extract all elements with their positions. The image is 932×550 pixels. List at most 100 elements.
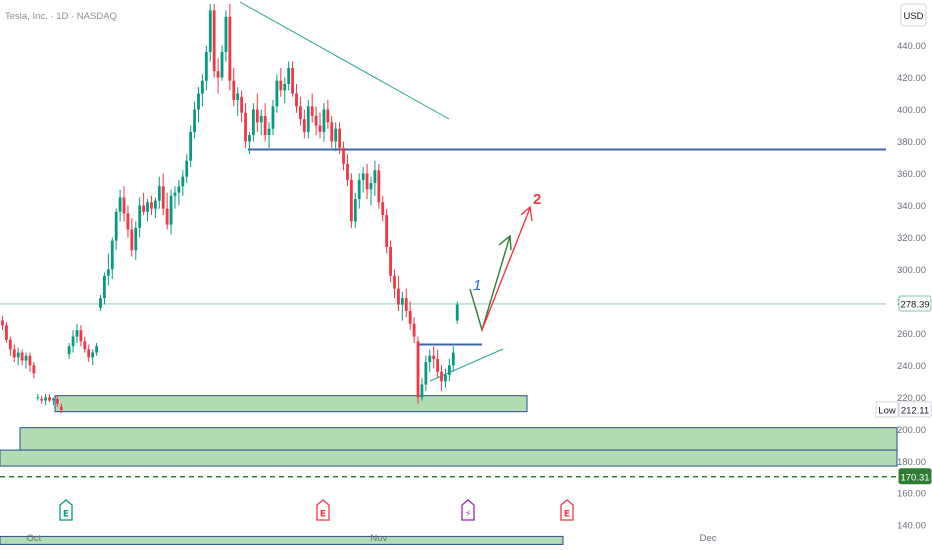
- candle: [142, 192, 146, 216]
- event-badge-text: E: [564, 510, 570, 520]
- candle-body: [12, 349, 16, 358]
- candle-body: [295, 93, 298, 107]
- candle-body: [67, 346, 71, 355]
- candle: [385, 208, 389, 254]
- candle: [404, 288, 408, 318]
- candle-body: [197, 93, 200, 110]
- candle-body: [216, 71, 220, 78]
- candle-body: [322, 109, 326, 132]
- green-arrowhead: [498, 234, 512, 251]
- candle: [236, 87, 240, 116]
- candle-body: [103, 275, 106, 299]
- y-tick-label: 200.00: [897, 425, 926, 436]
- candle: [48, 394, 51, 403]
- candle-body: [393, 275, 396, 289]
- candle-body: [75, 330, 79, 337]
- currency-button[interactable]: USD: [900, 3, 927, 27]
- candle: [361, 167, 365, 193]
- candle-body: [110, 240, 114, 270]
- candle-body: [79, 330, 83, 342]
- candle: [83, 336, 87, 353]
- candle-body: [251, 109, 255, 136]
- candle-body: [455, 304, 459, 321]
- red-arrowhead: [520, 205, 533, 222]
- candle: [267, 122, 271, 148]
- event-badge[interactable]: E: [59, 499, 73, 521]
- candle: [412, 317, 416, 343]
- candle: [189, 125, 193, 168]
- candle: [349, 173, 353, 228]
- candle: [365, 163, 369, 200]
- event-badge[interactable]: ⚡: [461, 499, 475, 521]
- candle: [444, 368, 447, 388]
- candle-body: [377, 170, 381, 203]
- candle: [330, 115, 334, 148]
- candle-body: [263, 115, 267, 136]
- candle: [408, 301, 412, 331]
- candle-body: [279, 80, 283, 91]
- candle-body: [130, 229, 134, 251]
- candle: [157, 176, 161, 209]
- candle-body: [224, 16, 228, 52]
- event-badge-shape: [560, 499, 574, 521]
- candle: [130, 218, 134, 257]
- candle-body: [99, 298, 102, 308]
- candle: [52, 397, 55, 406]
- candle-body: [142, 205, 146, 212]
- candle: [114, 208, 118, 251]
- candle: [71, 330, 75, 353]
- candle-body: [420, 384, 424, 398]
- candle-body: [83, 341, 87, 350]
- candle-body: [338, 128, 342, 148]
- candle: [193, 101, 196, 139]
- candle: [204, 45, 208, 91]
- price-label-last: 278.39: [898, 295, 932, 312]
- candle: [220, 45, 224, 81]
- price-label-low: Low 212.11: [875, 401, 932, 418]
- candle-body: [181, 176, 185, 187]
- event-badge-shape: [316, 499, 330, 521]
- candle: [59, 403, 63, 414]
- candle-body: [299, 106, 302, 120]
- projection-arrows: 12: [469, 191, 541, 333]
- candle-body: [114, 211, 118, 241]
- candle-body: [255, 109, 259, 123]
- candle-body: [444, 374, 447, 382]
- candle: [295, 83, 298, 113]
- candle-body: [193, 109, 196, 132]
- candle-body: [271, 106, 275, 129]
- candle: [126, 205, 130, 238]
- x-tick-label: Nov: [370, 533, 387, 544]
- candle-body: [330, 122, 334, 142]
- candle-body: [1, 320, 4, 326]
- candle: [150, 195, 153, 216]
- candle-body: [353, 199, 357, 222]
- descending-trendline: [239, 1, 450, 120]
- candle-body: [385, 215, 389, 248]
- wave-label-1: 1: [473, 277, 481, 294]
- candle: [318, 112, 322, 139]
- candle-body: [212, 10, 216, 72]
- candle: [259, 109, 263, 136]
- candle: [138, 197, 142, 238]
- y-tick-label: 400.00: [897, 105, 926, 116]
- event-badge[interactable]: E: [316, 499, 330, 521]
- candle: [20, 349, 24, 366]
- candle-body: [40, 398, 44, 401]
- price-label-prefix: Low: [878, 405, 896, 416]
- candle-body: [169, 195, 173, 225]
- price-labels: 278.39 Low 212.11 170.31: [875, 295, 932, 485]
- candle-body: [16, 352, 20, 358]
- candle-body: [146, 202, 149, 212]
- candle: [32, 362, 36, 379]
- price-label-text: 170.31: [900, 472, 929, 483]
- candle: [181, 170, 185, 196]
- candle: [99, 294, 102, 311]
- candle: [134, 221, 138, 260]
- candle-body: [126, 213, 130, 230]
- candle-body: [106, 269, 110, 276]
- candle-body: [424, 362, 428, 385]
- candle: [447, 358, 451, 382]
- event-badge[interactable]: E: [560, 499, 574, 521]
